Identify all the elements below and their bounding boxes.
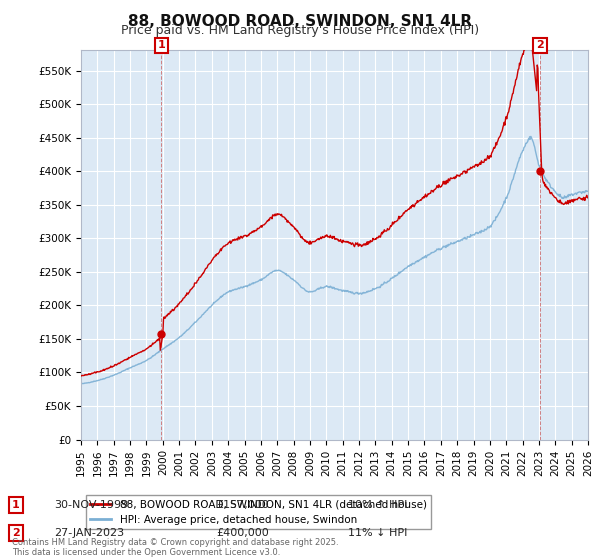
Text: 30-NOV-1999: 30-NOV-1999 [54,500,128,510]
Text: 2: 2 [536,40,544,50]
Text: 10% ↑ HPI: 10% ↑ HPI [348,500,407,510]
Text: 1: 1 [12,500,20,510]
Text: Contains HM Land Registry data © Crown copyright and database right 2025.
This d: Contains HM Land Registry data © Crown c… [12,538,338,557]
Text: 11% ↓ HPI: 11% ↓ HPI [348,528,407,538]
Text: 88, BOWOOD ROAD, SWINDON, SN1 4LR: 88, BOWOOD ROAD, SWINDON, SN1 4LR [128,14,472,29]
Text: £400,000: £400,000 [216,528,269,538]
Text: 27-JAN-2023: 27-JAN-2023 [54,528,124,538]
Text: £157,000: £157,000 [216,500,269,510]
Legend: 88, BOWOOD ROAD, SWINDON, SN1 4LR (detached house), HPI: Average price, detached: 88, BOWOOD ROAD, SWINDON, SN1 4LR (detac… [86,496,431,529]
Text: 2: 2 [12,528,20,538]
Text: 1: 1 [158,40,166,50]
Text: Price paid vs. HM Land Registry's House Price Index (HPI): Price paid vs. HM Land Registry's House … [121,24,479,37]
